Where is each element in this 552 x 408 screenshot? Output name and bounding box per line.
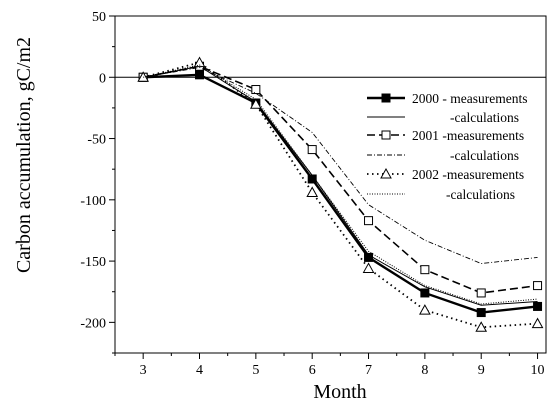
series-3 xyxy=(143,67,538,265)
series-line xyxy=(142,61,538,329)
data-point xyxy=(195,70,205,80)
data-point xyxy=(533,301,543,311)
y-tick-label: 50 xyxy=(92,10,106,25)
x-axis-title: Month xyxy=(313,381,366,403)
legend-label: -calculations xyxy=(450,110,519,125)
data-point xyxy=(419,304,431,315)
legend-entry-3: -calculations xyxy=(367,148,519,163)
x-tick-label: 3 xyxy=(140,363,147,378)
x-tick-label: 5 xyxy=(252,363,259,378)
data-point xyxy=(364,216,374,226)
y-tick-label: -200 xyxy=(80,316,106,331)
series-line xyxy=(143,67,538,265)
data-point xyxy=(475,321,488,332)
y-tick-label: -150 xyxy=(80,255,106,270)
axes: 3 4 5 6 7 8 9 10 50 0 -50 -100 -150 -200 xyxy=(80,10,547,378)
x-tick-label: 10 xyxy=(531,363,545,378)
data-point xyxy=(476,308,486,318)
data-point xyxy=(307,145,317,155)
data-point xyxy=(306,186,319,197)
legend-marker xyxy=(380,167,392,179)
y-axis-title: Carbon accumulation, gC/m2 xyxy=(13,37,35,273)
legend-label: 2001 -measurements xyxy=(412,128,524,143)
legend-entry-4: 2002 -measurements xyxy=(367,167,524,182)
x-tick-label: 8 xyxy=(421,363,428,378)
series-line xyxy=(143,73,538,314)
x-tick-label: 4 xyxy=(196,363,203,378)
data-point xyxy=(193,56,206,68)
y-tick-label: 0 xyxy=(99,71,106,86)
x-tick-label: 7 xyxy=(365,363,372,378)
y-tick-label: -100 xyxy=(80,194,106,209)
data-point xyxy=(533,281,543,291)
legend-label: 2002 -measurements xyxy=(412,167,524,182)
legend-entry-1: -calculations xyxy=(367,110,519,125)
plot-frame xyxy=(114,15,547,354)
legend: 2000 - measurements -calculations 2001 -me… xyxy=(367,91,527,202)
series-line xyxy=(143,64,538,305)
y-tick-label: -50 xyxy=(87,133,106,148)
legend-entry-0: 2000 - measurements xyxy=(367,91,527,106)
series-5 xyxy=(143,64,538,305)
x-tick-label: 6 xyxy=(309,363,316,378)
legend-marker xyxy=(381,93,391,103)
data-point xyxy=(476,288,486,298)
legend-entry-5: -calculations xyxy=(367,187,515,202)
x-tick-label: 9 xyxy=(478,363,485,378)
data-point xyxy=(249,98,262,109)
legend-label: -calculations xyxy=(446,187,515,202)
legend-label: 2000 - measurements xyxy=(412,91,527,106)
series-layer xyxy=(137,56,544,332)
legend-marker xyxy=(381,130,391,140)
data-point xyxy=(420,265,430,275)
data-point xyxy=(420,288,430,298)
data-point xyxy=(362,262,375,273)
data-point xyxy=(251,85,261,95)
series-4 xyxy=(137,56,544,332)
data-point xyxy=(531,317,544,329)
legend-label: -calculations xyxy=(450,148,519,163)
legend-entry-2: 2001 -measurements xyxy=(367,128,524,143)
